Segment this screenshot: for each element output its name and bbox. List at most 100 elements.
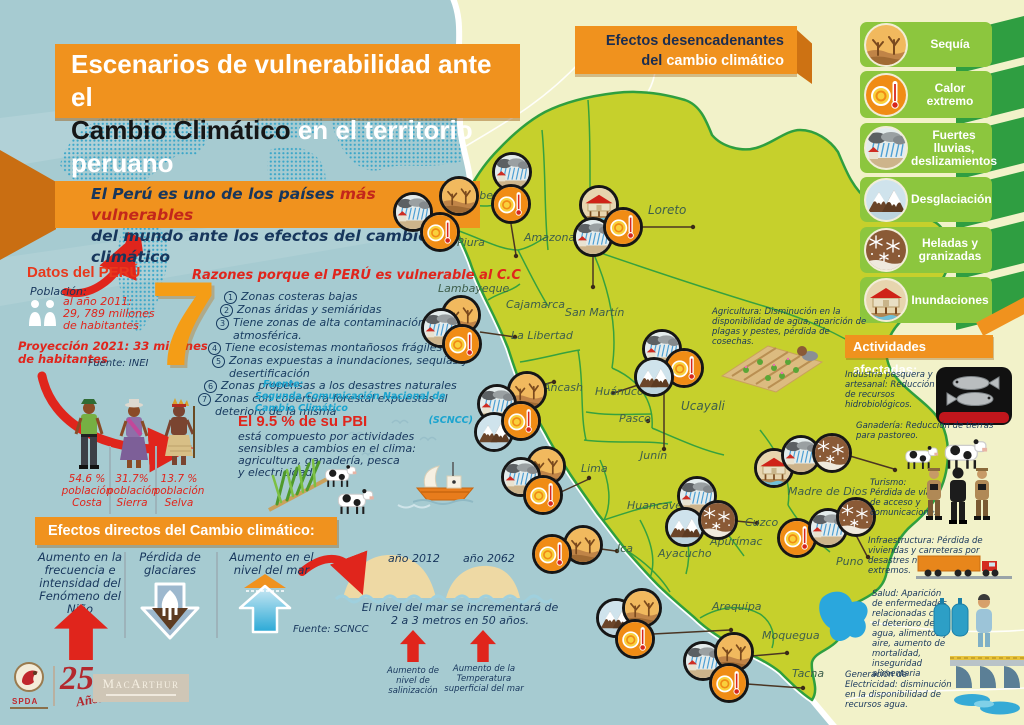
intro-p1: El Perú es uno de los países — [91, 185, 340, 203]
pbi-heading: El 9.5 % de su PBI — [238, 413, 368, 430]
dept-label: Puno — [836, 555, 864, 568]
peru-facts-heading: Datos del PERÚ — [27, 264, 141, 281]
agriculture-note: Agricultura: Disminución en la disponibi… — [712, 307, 867, 347]
dept-label: Ayacucho — [658, 547, 712, 560]
legend-label: Sequía — [930, 37, 970, 51]
intro-highlight: más vulnerables — [91, 185, 376, 224]
extreme-heat-badge-icon — [442, 324, 482, 364]
title-line1: Escenarios de vulnerabilidad ante el — [71, 49, 492, 112]
drought-icon — [864, 22, 908, 67]
legend-item-heladas: Heladas y granizadas — [856, 220, 1024, 281]
legend-label: Inundaciones — [911, 292, 989, 307]
macarthur-wordmark: MacArthur — [102, 676, 180, 691]
triggers-line2-white: cambio climático — [666, 53, 784, 69]
frost-badge-icon — [812, 433, 852, 473]
effect-sea-label: Aumento en el nivel del mar — [229, 550, 314, 577]
triggers-line2-del: del — [641, 53, 667, 69]
dept-label: Lambayeque — [438, 282, 510, 295]
cow-icon — [944, 439, 988, 469]
cow-icon — [325, 465, 357, 487]
triggers-heading: Efectos desencadenantes del cambio climá… — [575, 26, 797, 74]
pbi-body: está compuesto por actividades sensibles … — [238, 430, 416, 479]
dept-label: Arequipa — [712, 600, 762, 613]
title-line2-black: Cambio Climático — [71, 115, 291, 145]
dam-icon — [950, 656, 1024, 715]
flood-icon — [864, 278, 908, 322]
divider — [155, 446, 157, 514]
extreme-heat-badge-icon — [532, 534, 572, 574]
reason-text: Zonas expuestas a inundaciones, sequías … — [229, 354, 469, 380]
big-seven: 7 — [150, 257, 217, 391]
extreme-heat-icon — [864, 72, 908, 117]
extreme-heat-badge-icon — [615, 619, 655, 659]
livestock-note: Ganadería: Reducción de tierras para pas… — [856, 421, 994, 441]
legend-label: Calor extremo — [926, 80, 974, 108]
extreme-heat-badge-icon — [709, 663, 749, 703]
direct-effects-heading: Efectos directos del Cambio climático: — [35, 517, 337, 545]
dept-label: San Martín — [565, 306, 625, 319]
drought-badge-icon — [439, 176, 479, 216]
reason-number: 7 — [198, 393, 211, 406]
tourism-note: Turismo: Pérdida de vías de acceso y com… — [870, 478, 942, 518]
salinity-caption: Aumento de nivel de salinización — [387, 666, 439, 696]
triggers-banner-fold — [797, 30, 812, 84]
fish-industry-icon — [936, 367, 1012, 425]
year-2012-label: año 2012 — [388, 552, 440, 565]
health-note: Salud: Aparición de enfermedades relacio… — [872, 589, 949, 679]
effect-nino-label: Aumento en la frecuencia e intensidad de… — [37, 550, 123, 616]
dept-label: Ancash — [543, 381, 583, 394]
frost-badge-icon — [836, 497, 876, 537]
year-2062-label: año 2062 — [463, 552, 515, 565]
infrastructure-note: Infraestructura: Pérdida de viviendas y … — [868, 536, 983, 576]
extreme-heat-badge-icon — [501, 401, 541, 441]
glacier-loss-icon — [140, 582, 200, 640]
reasons-list: 1 Zonas costeras bajas 2 Zonas áridas y se… — [198, 290, 488, 418]
reasons-source: Fuente: Segunda Comunicación Nacional de… — [255, 379, 473, 426]
dept-label: Lima — [581, 462, 608, 475]
tourists-icon — [926, 467, 990, 524]
page-title: Escenarios de vulnerabilidad ante el Cam… — [55, 44, 520, 178]
macarthur-logo: MacArthur — [93, 674, 189, 702]
title-line2-white: en el territorio peruano — [71, 115, 473, 178]
sierra-share: 31.7% población Sierra — [107, 473, 158, 509]
population-label: Población: — [30, 285, 87, 298]
population-projection: Proyección 2021: 33 millones de habitante… — [18, 339, 208, 366]
sand-dunes — [334, 554, 554, 604]
fishing-boat-icon — [413, 462, 475, 505]
dept-label: Ucayali — [681, 399, 725, 413]
spda-logo — [14, 662, 44, 692]
reason-number: 2 — [220, 304, 233, 317]
costa-figure — [74, 399, 104, 469]
seagulls — [347, 419, 437, 457]
logo-divider — [53, 666, 55, 706]
legend-item-lluvias: Fuertes lluvias, deslizamientos — [856, 116, 1024, 180]
inei-source: Fuente: INEI — [88, 358, 149, 369]
sea-level-caption: El nivel del mar se incrementará de 2 a 3… — [361, 601, 559, 627]
legend-label: Fuertes lluvias, deslizamientos — [911, 127, 998, 168]
legend-label: Desglaciación — [911, 192, 992, 206]
selva-share: 13.7 % población Selva — [153, 473, 205, 509]
reason-number: 4 — [208, 342, 221, 355]
extreme-heat-badge-icon — [603, 207, 643, 247]
fishing-note: Industria pesquera y artesanal: Reducció… — [845, 370, 935, 410]
dept-label: Loreto — [648, 203, 687, 217]
legend-item-desglaciacion: Desglaciación — [856, 170, 1024, 230]
spda-underline — [10, 707, 48, 709]
dept-label: Pasco — [619, 412, 651, 425]
extreme-heat-badge-icon — [420, 212, 460, 252]
reason-number: 6 — [204, 380, 217, 393]
frost-badge-icon — [698, 500, 738, 540]
electricity-note: Generación de Electricidad: disminución … — [845, 670, 952, 710]
dept-label: Madre de Dios — [788, 485, 868, 498]
dept-label: Ica — [617, 542, 634, 555]
legend-item-inundaciones: Inundaciones — [856, 270, 1024, 331]
population-2011: al año 2011: 29, 789 millones de habitante… — [63, 295, 155, 332]
dept-label: Moquegua — [762, 629, 820, 642]
truck-icon — [916, 555, 1012, 579]
heavy-rain-icon — [864, 126, 908, 170]
effect-glacier-label: Pérdida de glaciares — [139, 550, 201, 577]
reasons-heading: Razones porque el PERÚ es vulnerable al … — [192, 268, 521, 283]
reason-number: 3 — [216, 317, 229, 330]
divider — [109, 446, 111, 514]
